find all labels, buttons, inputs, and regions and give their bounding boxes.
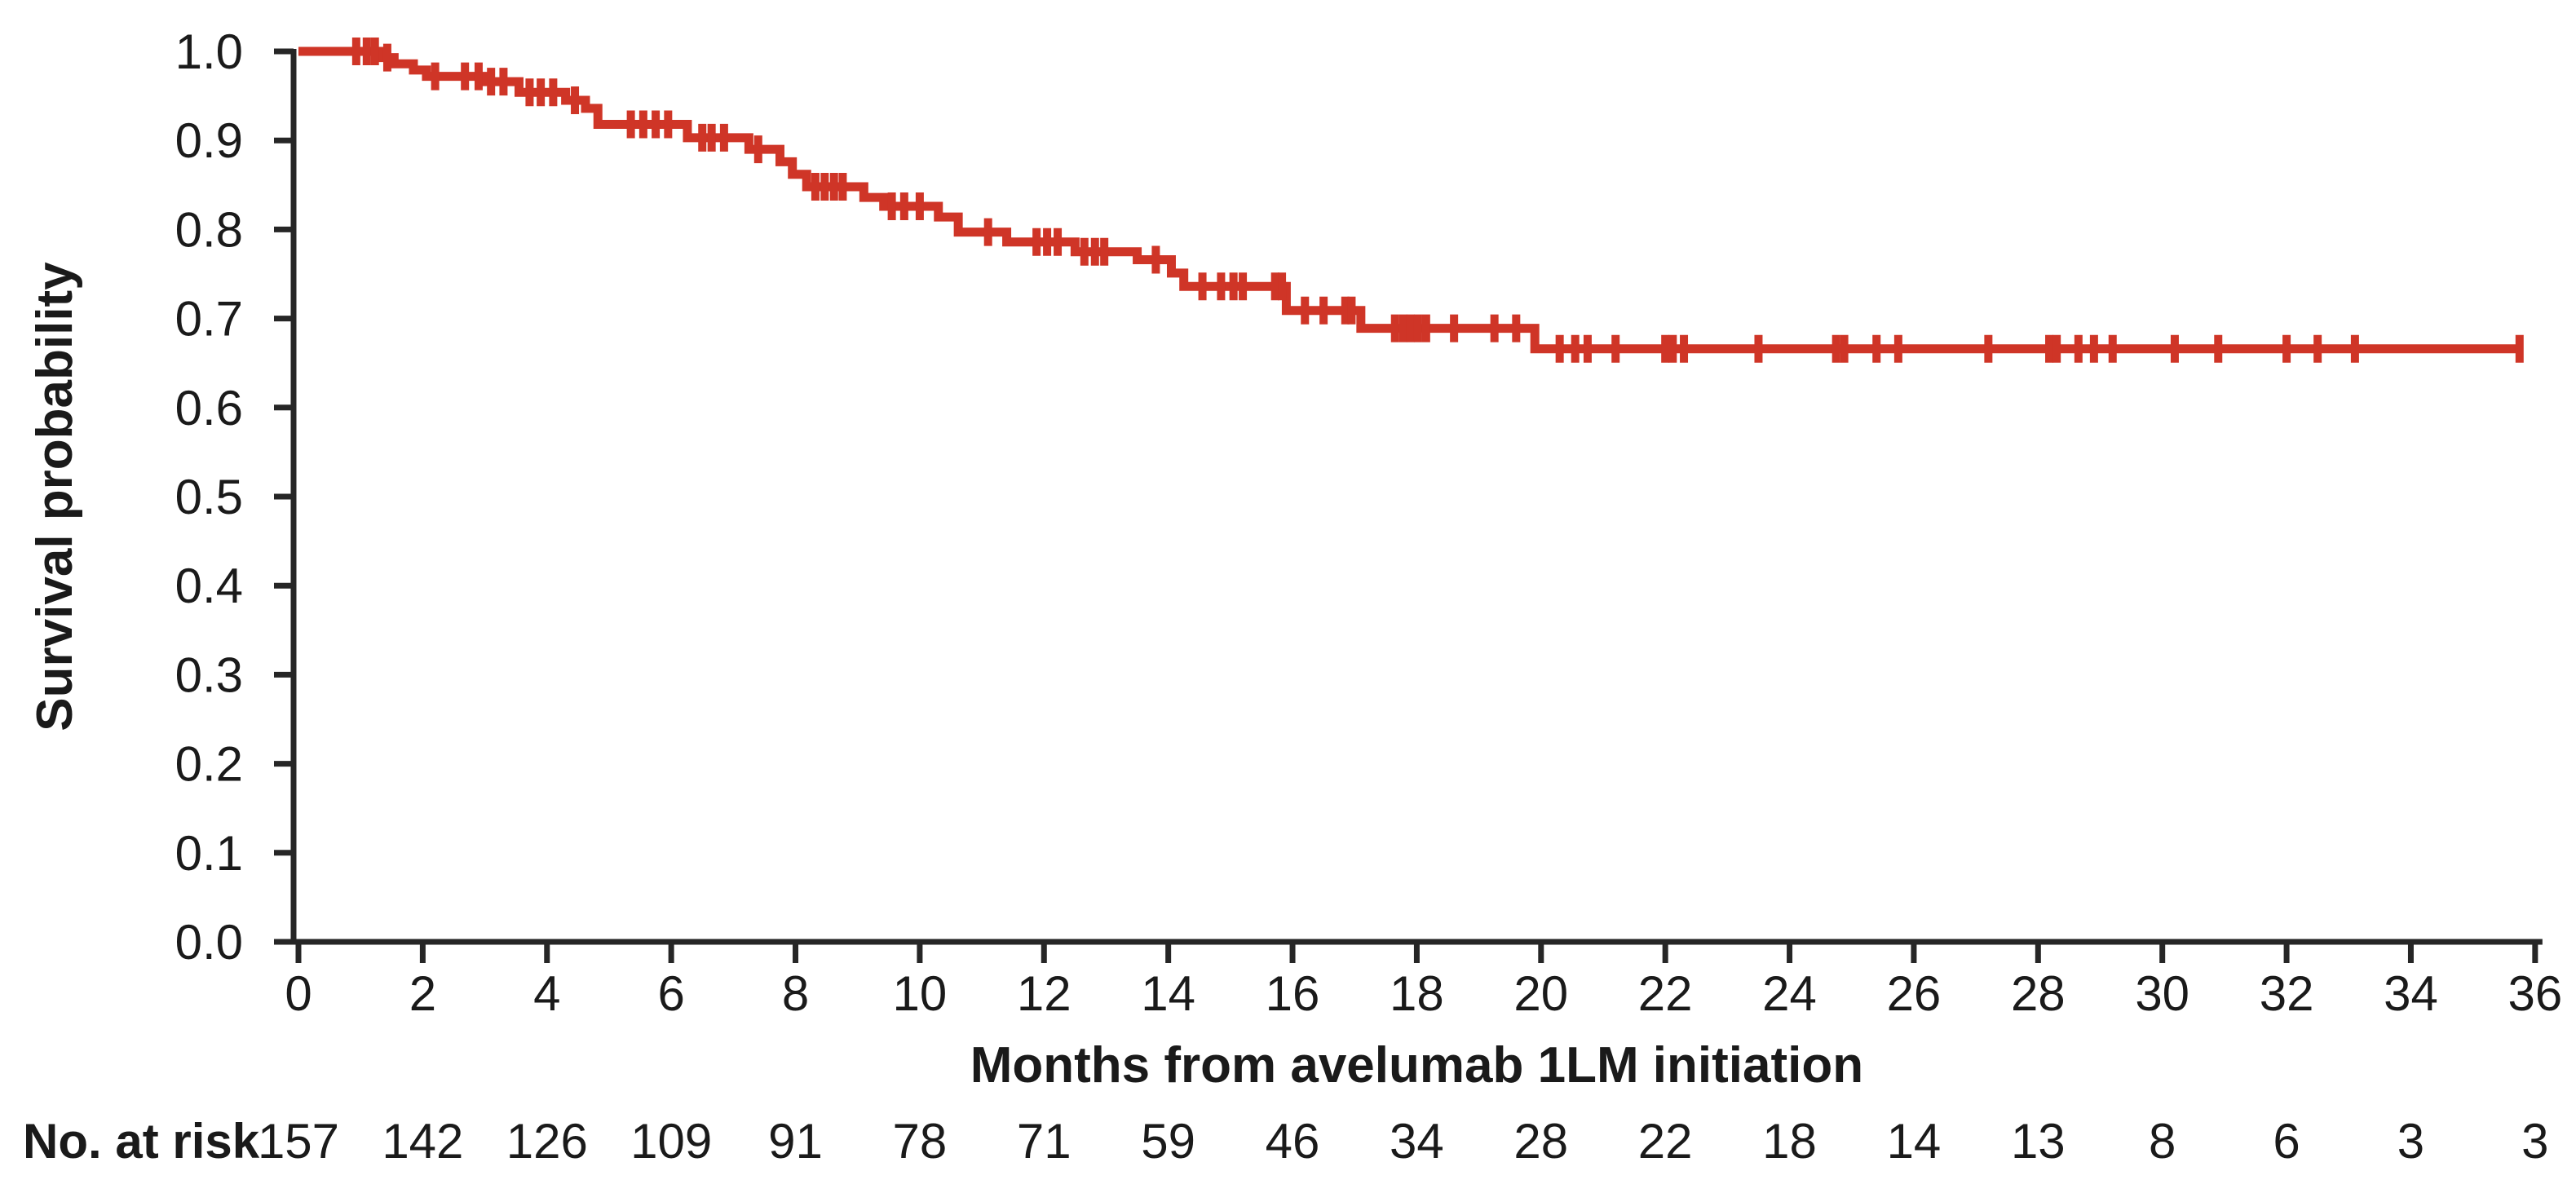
x-tick-label: 8 — [782, 966, 809, 1021]
x-tick-label: 30 — [2135, 966, 2189, 1021]
at-risk-value: 157 — [258, 1114, 339, 1169]
at-risk-value: 3 — [2397, 1114, 2424, 1169]
at-risk-value: 34 — [1390, 1114, 1444, 1169]
y-tick-label: 0.6 — [175, 381, 243, 435]
x-tick-label: 20 — [1513, 966, 1568, 1021]
x-axis-title: Months from avelumab 1LM initiation — [970, 1037, 1863, 1094]
x-tick-label: 10 — [893, 966, 948, 1021]
at-risk-value: 8 — [2149, 1114, 2176, 1169]
x-tick-label: 22 — [1638, 966, 1693, 1021]
at-risk-value: 13 — [2011, 1114, 2066, 1169]
y-tick-label: 0.5 — [175, 470, 243, 524]
y-tick-label: 0.9 — [175, 113, 243, 168]
at-risk-label: No. at risk — [23, 1114, 260, 1169]
at-risk-value: 3 — [2521, 1114, 2548, 1169]
survival-curve — [298, 46, 2523, 354]
x-tick-label: 12 — [1017, 966, 1071, 1021]
x-tick-label: 34 — [2384, 966, 2438, 1021]
y-tick-label: 0.3 — [175, 647, 243, 702]
x-tick-label: 2 — [409, 966, 436, 1021]
x-tick-label: 28 — [2011, 966, 2066, 1021]
at-risk-value: 91 — [768, 1114, 823, 1169]
y-tick-label: 0.2 — [175, 737, 243, 792]
at-risk-value: 28 — [1513, 1114, 1568, 1169]
y-tick-label: 0.8 — [175, 202, 243, 257]
at-risk-value: 126 — [506, 1114, 588, 1169]
at-risk-value: 22 — [1638, 1114, 1693, 1169]
y-tick-label: 1.0 — [175, 24, 243, 79]
x-tick-label: 16 — [1266, 966, 1320, 1021]
at-risk-value: 71 — [1017, 1114, 1071, 1169]
x-tick-label: 14 — [1141, 966, 1195, 1021]
x-tick-label: 6 — [657, 966, 684, 1021]
y-tick-label: 0.4 — [175, 559, 243, 613]
y-tick-label: 0.0 — [175, 915, 243, 970]
x-tick-label: 18 — [1390, 966, 1444, 1021]
at-risk-value: 59 — [1141, 1114, 1195, 1169]
at-risk-value: 18 — [1762, 1114, 1817, 1169]
at-risk-value: 78 — [893, 1114, 948, 1169]
y-tick-label: 0.1 — [175, 826, 243, 881]
y-axis-title: Survival probability — [27, 262, 83, 731]
at-risk-value: 109 — [630, 1114, 712, 1169]
x-tick-label: 0 — [285, 966, 312, 1021]
x-tick-label: 36 — [2508, 966, 2562, 1021]
at-risk-value: 46 — [1266, 1114, 1320, 1169]
at-risk-value: 6 — [2273, 1114, 2300, 1169]
x-tick-label: 26 — [1887, 966, 1942, 1021]
y-tick-label: 0.7 — [175, 292, 243, 347]
x-tick-label: 4 — [533, 966, 560, 1021]
at-risk-value: 142 — [382, 1114, 463, 1169]
x-tick-label: 24 — [1762, 966, 1817, 1021]
at-risk-value: 14 — [1887, 1114, 1942, 1169]
x-tick-label: 32 — [2260, 966, 2314, 1021]
